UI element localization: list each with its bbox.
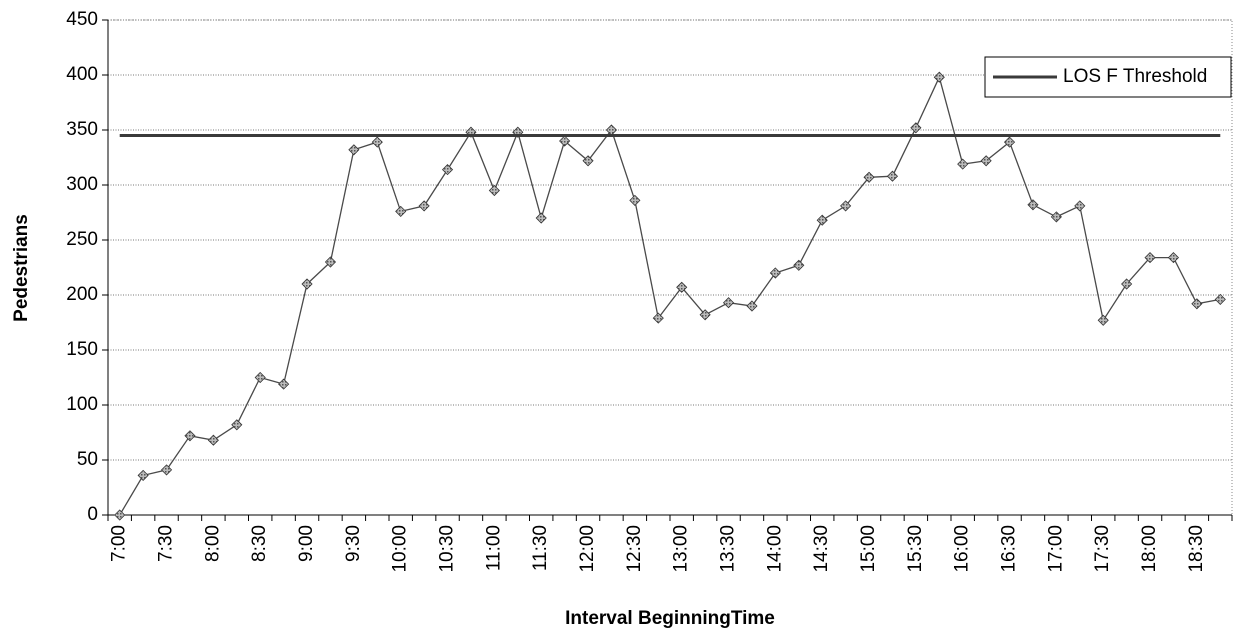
x-tick-label: 11:00 [483,525,504,571]
legend-label: LOS F Threshold [1063,66,1207,87]
x-axis-title: Interval BeginningTime [565,608,775,629]
data-point [1121,278,1133,290]
data-point [278,378,290,390]
data-point [793,259,805,271]
series-line [119,75,1221,516]
x-tick-label: 12:00 [577,525,598,573]
x-tick-label: 17:30 [1092,525,1113,573]
y-tick-label: 150 [66,339,98,360]
data-point [746,300,758,312]
x-tick-label: 18:00 [1139,525,1160,573]
data-point [722,297,735,309]
data-point [1214,293,1226,305]
y-tick-label: 400 [66,64,98,85]
x-tick-label: 14:00 [764,525,785,573]
x-tick-label: 14:30 [811,525,832,573]
y-tick-label: 100 [66,394,98,415]
x-tick-label: 9:30 [343,525,364,562]
x-tick-label: 10:00 [390,525,411,573]
data-point [535,212,547,224]
x-tick-label: 7:30 [156,525,177,562]
y-tick-label: 50 [77,449,98,470]
data-point [371,136,383,148]
x-tick-label: 8:30 [249,525,270,562]
data-point [231,419,243,431]
x-tick-label: 13:30 [718,525,739,573]
x-tick-label: 12:30 [624,525,645,573]
data-point [254,371,266,384]
data-point [348,144,360,156]
y-tick-label: 0 [87,504,98,525]
data-point [980,155,992,167]
data-point [1050,211,1062,223]
x-tick-label: 13:00 [671,525,692,573]
data-point [1167,252,1180,264]
data-point [769,267,781,279]
data-point [957,158,969,170]
x-tick-label: 15:00 [858,525,879,573]
data-point [699,309,711,321]
data-point [1027,199,1039,211]
data-point [816,214,828,226]
y-tick-label: 250 [66,229,98,250]
x-tick-label: 18:30 [1186,525,1207,573]
data-point [886,170,899,182]
data-point [114,509,126,521]
x-tick-label: 8:00 [202,525,223,562]
data-point [1144,252,1156,264]
data-point [676,281,688,293]
data-point [418,200,430,212]
data-point [559,135,571,147]
data-point [1097,314,1109,326]
y-tick-label: 200 [66,284,98,305]
data-point [1191,298,1203,310]
data-point [441,164,454,176]
x-tick-label: 11:30 [530,525,551,571]
data-point [863,171,875,183]
x-tick-label: 9:00 [296,525,317,562]
x-tick-label: 7:00 [109,525,130,562]
x-tick-label: 16:30 [999,525,1020,573]
data-point [629,194,641,206]
data-point [582,155,594,167]
data-point [605,124,618,136]
data-point [652,312,664,324]
data-point [933,71,945,83]
y-axis-title: Pedestrians [11,214,32,322]
x-tick-label: 17:00 [1045,525,1066,573]
y-tick-label: 450 [66,9,98,30]
x-tick-label: 16:00 [952,525,973,573]
x-tick-label: 15:30 [905,525,926,573]
data-point [395,205,407,217]
x-tick-label: 10:30 [437,525,458,573]
data-point [910,122,922,134]
data-point [184,430,196,442]
y-tick-label: 300 [66,174,98,195]
data-point [137,469,149,481]
data-point [840,200,852,212]
data-point [301,278,313,290]
data-point [160,464,173,476]
data-point [324,256,337,268]
data-point [488,184,500,197]
y-tick-label: 350 [66,119,98,140]
data-point [1074,200,1086,212]
data-point [1003,136,1016,148]
data-point [207,434,219,446]
